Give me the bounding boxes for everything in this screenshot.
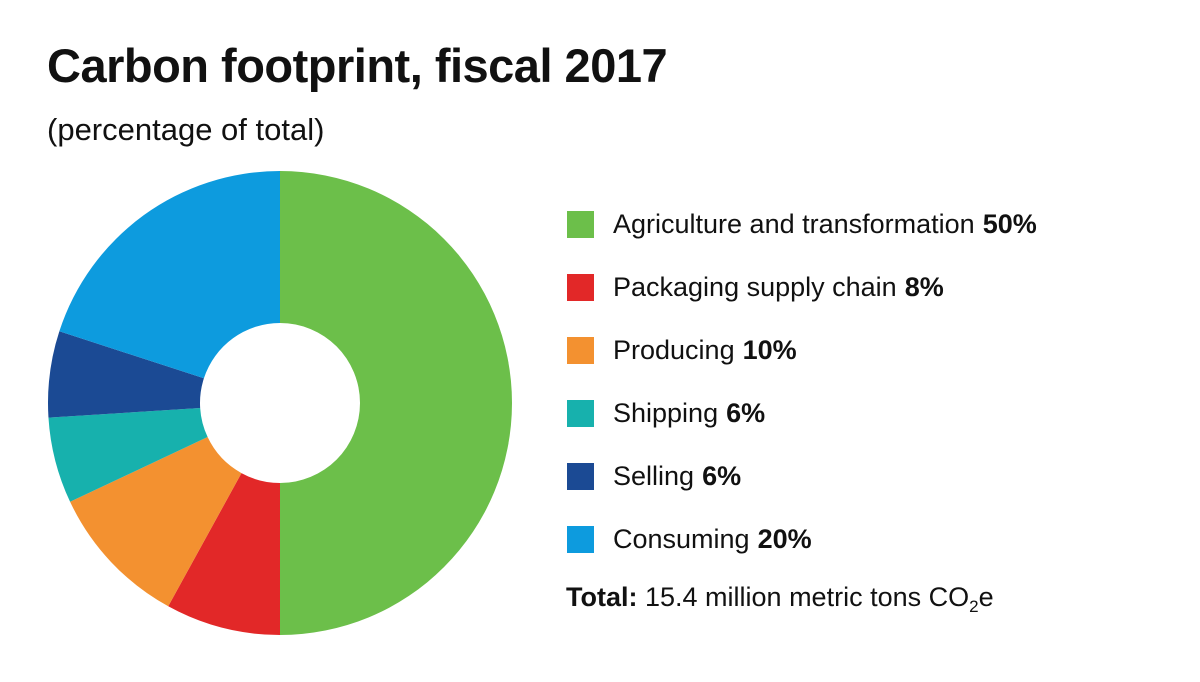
legend-value: 20% (757, 524, 812, 554)
legend-label: Packaging supply chain (613, 272, 897, 302)
total-subscript: 2 (969, 597, 979, 616)
legend-swatch (567, 337, 594, 364)
donut-slice-selling (48, 331, 204, 418)
total-note: Total: 15.4 million metric tons CO2e (566, 582, 994, 617)
legend-item-selling: Selling 6% (567, 445, 1037, 508)
legend-label: Shipping (613, 398, 719, 428)
legend-item-shipping: Shipping 6% (567, 382, 1037, 445)
donut-slice-packaging-supply-chain (168, 473, 280, 635)
chart-subtitle: (percentage of total) (47, 112, 325, 147)
legend-label: Producing (613, 335, 735, 365)
legend-swatch (567, 211, 594, 238)
donut-slice-consuming (59, 171, 280, 379)
donut-slice-agriculture-and-transformation (280, 171, 512, 635)
legend-label: Selling (613, 461, 695, 491)
total-text: 15.4 million metric tons CO (645, 582, 970, 612)
total-label: Total: (566, 582, 638, 612)
legend-value: 10% (742, 335, 797, 365)
legend-value: 6% (702, 461, 742, 491)
donut-slice-shipping (48, 408, 208, 502)
chart-title: Carbon footprint, fiscal 2017 (47, 39, 668, 92)
legend-value: 6% (726, 398, 766, 428)
donut-slice-producing (70, 437, 242, 607)
chart-legend: Agriculture and transformation 50% Packa… (567, 193, 1037, 571)
legend-item-consuming: Consuming 20% (567, 508, 1037, 571)
legend-value: 50% (982, 209, 1037, 239)
legend-label: Agriculture and transformation (613, 209, 975, 239)
legend-swatch (567, 463, 594, 490)
total-suffix: e (978, 582, 994, 612)
legend-value: 8% (904, 272, 944, 302)
legend-item-packaging: Packaging supply chain 8% (567, 256, 1037, 319)
legend-swatch (567, 274, 594, 301)
donut-chart (48, 171, 512, 635)
legend-item-agriculture: Agriculture and transformation 50% (567, 193, 1037, 256)
legend-swatch (567, 526, 594, 553)
legend-label: Consuming (613, 524, 750, 554)
legend-swatch (567, 400, 594, 427)
legend-item-producing: Producing 10% (567, 319, 1037, 382)
